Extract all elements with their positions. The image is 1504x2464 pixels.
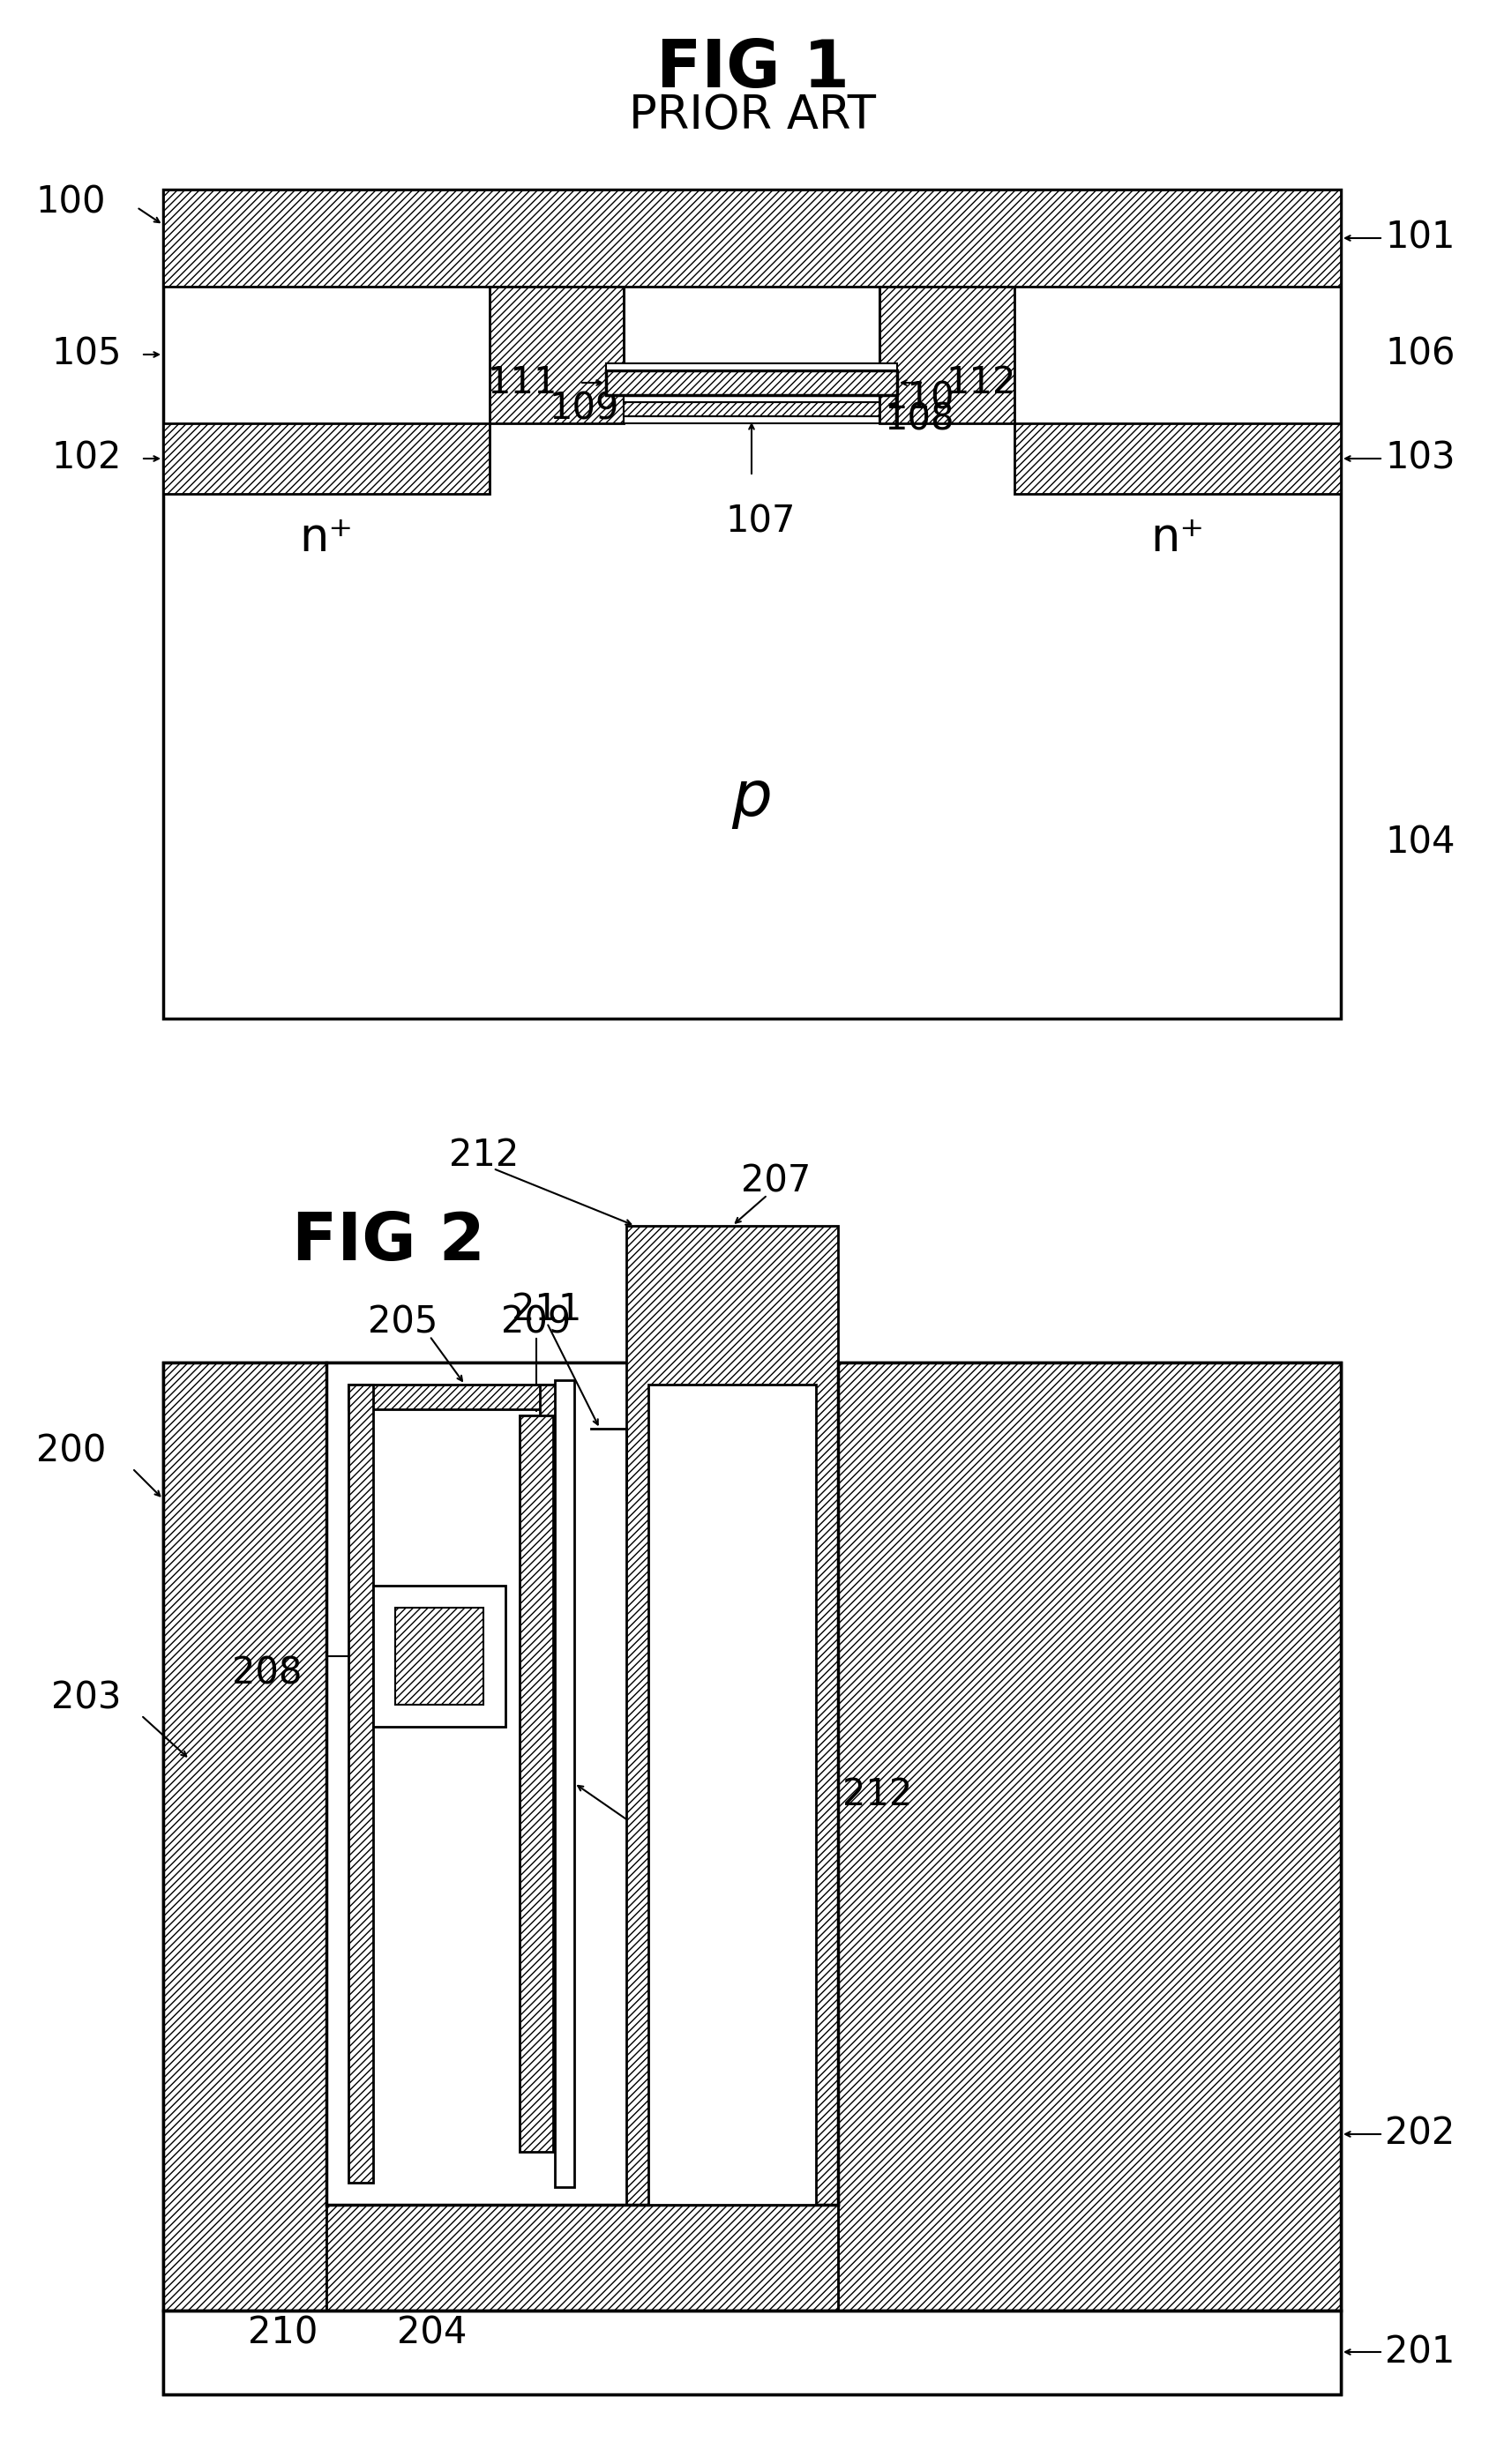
Bar: [373, 1587, 505, 1727]
Bar: [326, 2205, 838, 2311]
Bar: [162, 190, 1340, 1018]
Bar: [162, 1363, 326, 2311]
Bar: [540, 1385, 564, 1801]
Text: 202: 202: [1384, 2117, 1454, 2154]
Text: 110: 110: [883, 379, 954, 416]
Bar: [1014, 424, 1340, 493]
Bar: [606, 370, 896, 394]
Bar: [162, 190, 1340, 286]
Text: n⁺: n⁺: [299, 515, 353, 562]
Bar: [648, 1385, 815, 2205]
Text: 100: 100: [36, 185, 105, 222]
Text: 201: 201: [1384, 2333, 1454, 2370]
Text: p: p: [731, 769, 772, 828]
Text: 107: 107: [725, 503, 796, 540]
Text: 111: 111: [487, 365, 556, 402]
Text: 106: 106: [1384, 335, 1454, 372]
Text: 207: 207: [741, 1163, 811, 1200]
Bar: [349, 1385, 564, 1409]
Text: 102: 102: [51, 441, 122, 478]
Text: 206: 206: [636, 1809, 705, 1846]
Text: FIG 2: FIG 2: [292, 1210, 484, 1274]
Bar: [349, 1385, 373, 2183]
Bar: [606, 362, 896, 370]
Text: 204: 204: [397, 2314, 466, 2351]
Bar: [519, 1414, 553, 2151]
Text: 104: 104: [1384, 823, 1454, 860]
Bar: [555, 1380, 575, 2188]
Bar: [623, 394, 878, 402]
Text: 112: 112: [945, 365, 1015, 402]
Bar: [162, 1363, 1340, 2395]
Bar: [838, 1363, 1340, 2311]
Bar: [626, 1225, 838, 2205]
Bar: [326, 1363, 838, 2205]
Text: 109: 109: [549, 392, 618, 429]
Text: PRIOR ART: PRIOR ART: [629, 94, 875, 138]
Text: 101: 101: [1384, 219, 1454, 256]
Text: 105: 105: [51, 335, 122, 372]
Text: 103: 103: [1384, 441, 1454, 478]
Bar: [623, 402, 878, 416]
Text: FIG 1: FIG 1: [656, 37, 848, 101]
Text: 200: 200: [36, 1432, 105, 1469]
Text: 212: 212: [450, 1136, 519, 1173]
Text: 212: 212: [842, 1777, 911, 1814]
Bar: [162, 2311, 1340, 2395]
Text: 108: 108: [883, 402, 954, 439]
Text: 209: 209: [501, 1303, 572, 1340]
Bar: [623, 416, 878, 424]
Polygon shape: [878, 286, 1014, 424]
Text: 208: 208: [232, 1656, 302, 1693]
Polygon shape: [489, 286, 623, 424]
Text: 205: 205: [368, 1303, 438, 1340]
Text: 203: 203: [51, 1678, 122, 1715]
Bar: [162, 424, 489, 493]
Bar: [162, 1363, 1340, 2311]
Text: n⁺: n⁺: [1151, 515, 1203, 562]
Text: 211: 211: [511, 1291, 582, 1328]
Bar: [396, 1607, 483, 1705]
Text: 210: 210: [247, 2314, 317, 2351]
